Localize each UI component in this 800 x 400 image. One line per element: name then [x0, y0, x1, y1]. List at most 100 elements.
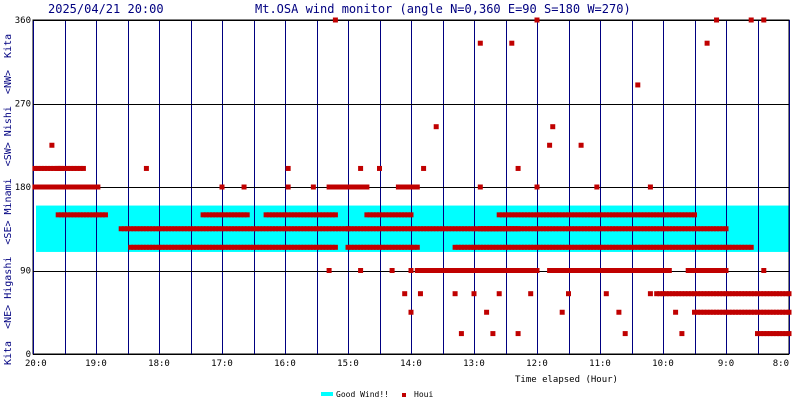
houi-marker — [85, 184, 91, 190]
houi-marker — [550, 212, 556, 218]
houi-marker — [121, 226, 127, 232]
houi-marker — [411, 184, 417, 190]
houi-marker — [484, 268, 490, 273]
houi-marker — [679, 291, 685, 297]
houi-marker — [200, 226, 206, 232]
houi-marker — [200, 244, 206, 250]
houi-marker — [90, 212, 96, 218]
legend-marker-label: Houi — [414, 390, 433, 399]
houi-marker — [194, 226, 200, 232]
houi-marker — [767, 309, 773, 315]
houi-marker — [685, 212, 691, 218]
houi-marker — [417, 291, 423, 297]
houi-marker — [210, 212, 216, 218]
houi-marker — [644, 212, 650, 218]
houi-marker — [35, 184, 41, 190]
houi-marker — [537, 212, 543, 218]
houi-marker — [717, 291, 723, 297]
houi-marker — [767, 331, 773, 337]
houi-marker — [704, 268, 710, 273]
houi-marker — [238, 226, 244, 232]
houi-marker — [657, 291, 663, 297]
houi-marker — [440, 268, 445, 273]
houi-marker — [584, 268, 590, 273]
houi-marker — [332, 244, 338, 250]
houi-marker — [786, 291, 792, 297]
houi-marker — [717, 244, 723, 250]
houi-marker — [559, 268, 565, 273]
houi-marker — [654, 268, 660, 273]
houi-marker — [389, 244, 395, 250]
houi-marker — [698, 226, 704, 232]
houi-marker — [537, 244, 543, 250]
houi-marker — [777, 331, 783, 337]
houi-marker — [60, 184, 66, 190]
houi-marker — [414, 184, 420, 190]
houi-marker — [68, 212, 74, 218]
houi-marker — [165, 226, 171, 232]
houi-marker — [329, 244, 335, 250]
houi-marker — [739, 244, 745, 250]
houi-marker — [285, 212, 291, 218]
houi-marker — [676, 291, 682, 297]
houi-marker — [553, 244, 559, 250]
houi-marker — [732, 309, 738, 315]
houi-marker — [509, 212, 515, 218]
houi-marker — [276, 226, 282, 232]
houi-marker — [455, 244, 461, 250]
houi-marker — [405, 226, 411, 232]
houi-marker — [688, 268, 694, 273]
houi-marker — [629, 268, 634, 273]
houi-marker — [616, 268, 622, 273]
houi-marker — [729, 244, 735, 250]
houi-marker — [783, 309, 789, 315]
houi-marker — [616, 309, 622, 315]
houi-marker — [326, 226, 332, 232]
houi-marker — [581, 268, 587, 273]
houi-marker — [336, 184, 342, 190]
houi-marker — [417, 268, 423, 273]
houi-marker — [663, 268, 669, 273]
houi-marker — [751, 309, 757, 315]
houi-marker — [216, 226, 222, 232]
houi-marker — [197, 226, 203, 232]
houi-marker — [717, 268, 723, 273]
houi-marker — [692, 212, 697, 218]
houi-marker — [578, 226, 584, 232]
houi-marker — [543, 212, 549, 218]
houi-marker — [515, 212, 521, 218]
houi-marker — [562, 244, 568, 250]
houi-marker — [603, 212, 609, 218]
houi-marker — [591, 268, 597, 273]
houi-marker — [298, 226, 304, 232]
houi-marker — [263, 226, 269, 232]
houi-marker — [619, 212, 625, 218]
houi-marker — [310, 212, 316, 218]
houi-marker — [348, 184, 354, 190]
houi-marker — [720, 268, 726, 273]
houi-marker — [692, 226, 697, 232]
houi-marker — [619, 244, 625, 250]
houi-marker — [606, 226, 612, 232]
houi-marker — [679, 331, 685, 337]
houi-marker — [405, 244, 411, 250]
houi-marker — [591, 226, 597, 232]
houi-marker — [562, 212, 568, 218]
houi-marker — [74, 212, 80, 218]
houi-marker — [688, 244, 694, 250]
houi-marker — [682, 291, 688, 297]
houi-marker — [386, 226, 392, 232]
houi-marker — [638, 244, 644, 250]
houi-marker — [257, 226, 263, 232]
houi-marker — [71, 165, 77, 171]
houi-marker — [65, 165, 71, 171]
houi-marker — [244, 244, 250, 250]
houi-marker — [89, 184, 95, 190]
houi-marker — [455, 268, 461, 273]
houi-marker — [38, 165, 44, 171]
houi-marker — [717, 226, 723, 232]
houi-marker — [162, 226, 168, 232]
houi-marker — [392, 244, 398, 250]
houi-marker — [594, 244, 600, 250]
houi-marker — [484, 226, 490, 232]
